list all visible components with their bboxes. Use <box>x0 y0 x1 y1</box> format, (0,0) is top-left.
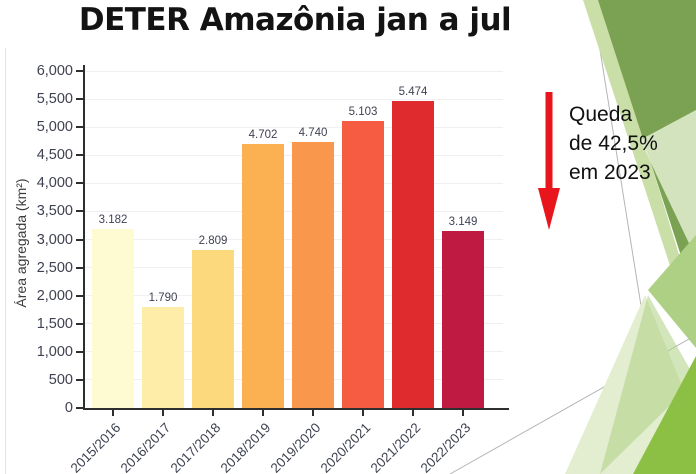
gridline <box>85 126 503 128</box>
y-tick-mark <box>76 350 83 353</box>
y-tick-label: 0 <box>64 400 73 416</box>
y-tick-mark <box>76 98 83 101</box>
bar-value-label: 2.809 <box>198 235 228 247</box>
green-triangle-mid-bottom <box>600 295 696 474</box>
y-axis-line <box>83 65 85 410</box>
bar <box>442 231 484 408</box>
bar <box>392 101 434 408</box>
y-tick-label: 6,000 <box>36 63 73 79</box>
plot-area: 0 500 1,000 1,500 2,000 2,500 3,000 3,500 4,000 4… <box>37 63 509 474</box>
green-triangle-pale-mid <box>640 110 696 258</box>
gridline <box>85 70 503 72</box>
green-triangle-mid-right <box>648 235 696 348</box>
bar-value-label: 4.740 <box>298 127 328 139</box>
bar <box>292 142 334 408</box>
y-tick-label: 1,000 <box>36 343 73 360</box>
x-tick-mark <box>312 410 314 416</box>
arrow-shaft <box>545 92 553 192</box>
bar-value-label: 5.103 <box>348 106 378 118</box>
y-tick-label: 2,000 <box>36 287 73 304</box>
x-tick-mark <box>412 410 414 416</box>
down-arrow-icon <box>538 92 560 230</box>
x-tick-mark <box>462 410 464 416</box>
x-axis-line <box>83 408 509 410</box>
bar <box>142 307 184 408</box>
annotation: Queda de 42,5% em 2023 <box>569 100 658 187</box>
y-tick-mark <box>76 210 83 213</box>
bar <box>192 250 234 408</box>
bar <box>342 121 384 408</box>
bar-value-label: 3.149 <box>448 216 478 228</box>
x-tick-mark <box>362 410 364 416</box>
y-tick-mark <box>76 126 83 129</box>
y-tick-label: 500 <box>48 371 73 388</box>
green-sliver-top <box>583 0 696 345</box>
gridline <box>85 98 503 100</box>
y-tick-mark <box>76 154 83 157</box>
annotation-line-3: em 2023 <box>569 161 651 184</box>
y-tick-mark <box>76 294 83 297</box>
y-tick-mark <box>76 182 83 185</box>
green-triangle-bottom-right <box>633 356 696 474</box>
bar <box>242 144 284 408</box>
slide-title: DETER Amazônia jan a jul <box>78 2 512 38</box>
x-tick-mark <box>262 410 264 416</box>
bar <box>92 229 134 408</box>
y-tick-mark <box>76 266 83 269</box>
x-tick-mark <box>112 410 114 416</box>
annotation-line-1: Queda <box>569 103 633 126</box>
y-tick-label: 5,500 <box>36 91 73 108</box>
bar-value-label: 5.474 <box>398 86 428 98</box>
y-tick-label: 3,000 <box>36 231 73 248</box>
arrow-head <box>538 188 560 230</box>
y-tick-mark <box>76 407 83 409</box>
annotation-line-2: de 42,5% <box>569 132 658 155</box>
y-tick-mark <box>76 70 83 72</box>
y-tick-label: 5,000 <box>36 119 73 136</box>
y-tick-label: 3,500 <box>36 203 73 220</box>
y-tick-label: 4,500 <box>36 147 73 164</box>
x-tick-mark <box>212 410 214 416</box>
y-tick-mark <box>76 378 83 381</box>
x-tick-mark <box>162 410 164 416</box>
slide-edge-line <box>5 48 6 474</box>
y-tick-mark <box>76 322 83 325</box>
y-tick-label: 1,500 <box>36 315 73 332</box>
bar-value-label: 4.702 <box>248 129 278 141</box>
y-tick-mark <box>76 238 83 241</box>
y-tick-label: 2,500 <box>36 259 73 276</box>
bar-value-label: 1.790 <box>148 292 178 304</box>
bar-value-label: 3.182 <box>98 214 128 226</box>
y-tick-label: 4,000 <box>36 175 73 192</box>
